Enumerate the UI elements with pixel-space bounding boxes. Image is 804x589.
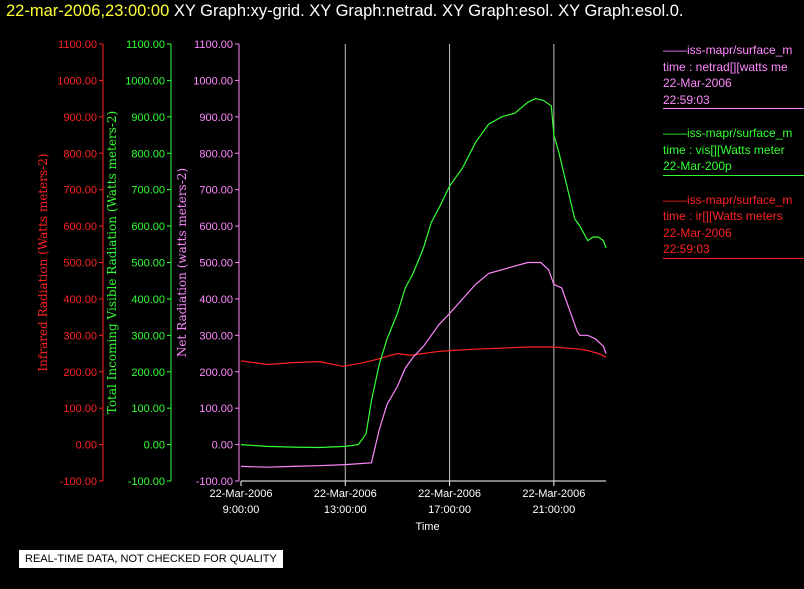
legend-line: time : ir[][Watts meters xyxy=(663,209,783,223)
y-axis-title-ir: Infrared Radiation (Watts meters-2) xyxy=(36,153,50,371)
y-tick-label-netrad: 300.00 xyxy=(199,330,233,342)
y-tick-label-netrad: 600.00 xyxy=(199,221,233,233)
x-tick-label-date: 22-Mar-2006 xyxy=(210,488,273,500)
y-tick-label-vis: 200.00 xyxy=(131,367,165,379)
y-tick-label-netrad: 900.00 xyxy=(199,112,233,124)
y-tick-label-netrad: 400.00 xyxy=(199,294,233,306)
legend-line: ——iss-mapr/surface_m xyxy=(663,43,793,57)
x-tick-label-date: 22-Mar-2006 xyxy=(314,488,377,500)
y-tick-label-vis: 500.00 xyxy=(131,258,165,270)
y-tick-label-netrad: 1100.00 xyxy=(194,39,233,51)
x-tick-label-date: 22-Mar-2006 xyxy=(522,488,585,500)
legend-line: 22-Mar-2006 xyxy=(663,225,732,240)
y-tick-label-netrad: 1000.00 xyxy=(193,75,233,87)
x-tick-label-time: 21:00:00 xyxy=(532,504,575,516)
legend-line: 22:59:03 xyxy=(663,242,710,256)
y-axis-title-netrad: Net Radiation (watts meters-2) xyxy=(175,168,189,357)
x-tick-label-time: 17:00:00 xyxy=(428,504,471,516)
y-tick-label-vis: -100.00 xyxy=(128,476,165,488)
header: 22-mar-2006,23:00:00 XY Graph:xy-grid. X… xyxy=(6,2,684,21)
x-tick-label-time: 9:00:00 xyxy=(223,504,260,516)
y-tick-label-vis: 1000.00 xyxy=(125,75,165,87)
y-tick-label-ir: -100.00 xyxy=(60,476,97,488)
y-tick-label-vis: 0.00 xyxy=(144,440,165,452)
x-tick-label-time: 13:00:00 xyxy=(324,504,367,516)
legend: ——iss-mapr/surface_m time : netrad[][wat… xyxy=(663,40,804,273)
quality-notice: REAL-TIME DATA, NOT CHECKED FOR QUALITY xyxy=(19,550,283,568)
y-tick-label-ir: 1000.00 xyxy=(57,75,97,87)
y-tick-label-ir: 700.00 xyxy=(63,185,97,197)
legend-entry-ir: ——iss-mapr/surface_m time : ir[][Watts m… xyxy=(663,190,804,259)
y-tick-label-netrad: -100.00 xyxy=(196,476,233,488)
legend-entry-netrad: ——iss-mapr/surface_m time : netrad[][wat… xyxy=(663,40,804,109)
y-tick-label-ir: 200.00 xyxy=(63,367,97,379)
y-tick-label-vis: 800.00 xyxy=(131,148,165,160)
x-axis-title: Time xyxy=(416,521,440,533)
legend-line: 22:59:03 xyxy=(663,92,710,107)
y-tick-label-netrad: 700.00 xyxy=(199,185,233,197)
legend-entry-vis: ——iss-mapr/surface_m time : vis[][Watts … xyxy=(663,123,804,176)
series-line-vis xyxy=(240,97,607,449)
y-tick-label-ir: 0.00 xyxy=(76,440,97,452)
y-tick-label-netrad: 500.00 xyxy=(199,258,233,270)
y-tick-label-ir: 900.00 xyxy=(63,112,97,124)
y-tick-label-ir: 400.00 xyxy=(63,294,97,306)
y-tick-label-vis: 600.00 xyxy=(131,221,165,233)
legend-line: 22-Mar-200p xyxy=(663,159,732,173)
y-tick-label-ir: 100.00 xyxy=(63,403,97,415)
y-tick-label-ir: 800.00 xyxy=(63,148,97,160)
y-tick-label-vis: 100.00 xyxy=(131,403,165,415)
header-graph-titles: XY Graph:xy-grid. XY Graph:netrad. XY Gr… xyxy=(169,2,684,20)
series-line-ir xyxy=(240,346,607,367)
y-tick-label-ir: 1100.00 xyxy=(58,39,97,51)
y-tick-label-vis: 400.00 xyxy=(131,294,165,306)
y-tick-label-netrad: 0.00 xyxy=(212,440,233,452)
legend-line: 22-Mar-2006 xyxy=(663,76,732,90)
y-tick-label-netrad: 100.00 xyxy=(199,403,233,415)
legend-line: time : netrad[][watts me xyxy=(663,59,788,74)
y-tick-label-ir: 300.00 xyxy=(63,330,97,342)
y-tick-label-ir: 500.00 xyxy=(63,258,97,270)
y-tick-label-vis: 300.00 xyxy=(131,330,165,342)
y-tick-label-vis: 900.00 xyxy=(131,112,165,124)
y-tick-label-vis: 1100.00 xyxy=(126,39,165,51)
y-tick-label-vis: 700.00 xyxy=(131,185,165,197)
header-datetime: 22-mar-2006,23:00:00 xyxy=(6,2,170,20)
legend-line: ——iss-mapr/surface_m xyxy=(663,126,793,140)
series-line-netrad xyxy=(240,261,607,468)
legend-line: time : vis[][Watts meter xyxy=(663,142,785,157)
x-tick-label-date: 22-Mar-2006 xyxy=(418,488,481,500)
y-tick-label-netrad: 800.00 xyxy=(199,148,233,160)
legend-line: ——iss-mapr/surface_m xyxy=(663,192,793,207)
y-tick-label-ir: 600.00 xyxy=(63,221,97,233)
y-tick-label-netrad: 200.00 xyxy=(199,367,233,379)
y-axis-title-vis: Total Incoming Visible Radiation (Watts … xyxy=(105,111,119,415)
